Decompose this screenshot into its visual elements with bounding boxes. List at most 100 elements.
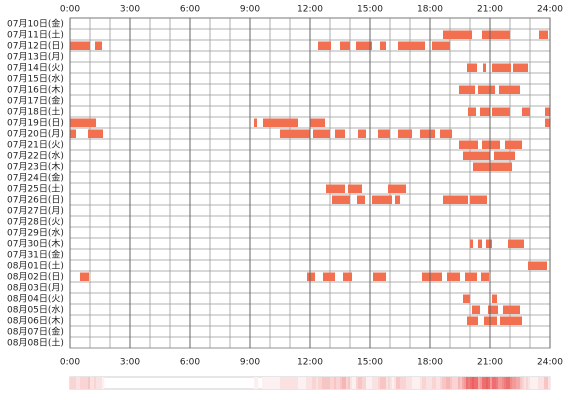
density-cell (404, 377, 407, 389)
density-cell (74, 377, 77, 389)
density-cell (386, 377, 389, 389)
density-cell (426, 377, 429, 389)
row-label: 07月15日(水) (7, 73, 64, 85)
activity-segment (323, 272, 335, 281)
density-cell (300, 377, 303, 389)
density-cell (314, 377, 317, 389)
activity-segment (467, 63, 477, 72)
density-cell (400, 377, 403, 389)
density-cell (294, 377, 297, 389)
density-cell (416, 377, 419, 389)
density-cell (502, 377, 505, 389)
activity-segment (335, 129, 345, 138)
density-cell (438, 377, 441, 389)
density-cell (414, 377, 417, 389)
x-tick-label-top: 21:00 (477, 5, 503, 15)
density-cell (476, 377, 479, 389)
density-cell (340, 377, 343, 389)
density-cell (422, 377, 425, 389)
activity-segment (499, 85, 520, 94)
x-tick-label-bottom: 12:00 (297, 358, 323, 368)
density-cell (380, 377, 383, 389)
density-cell (508, 377, 511, 389)
activity-segment (528, 261, 547, 270)
activity-segment (422, 272, 442, 281)
activity-segment (482, 140, 500, 149)
density-cell (284, 377, 287, 389)
activity-segment (494, 151, 515, 160)
density-cell (276, 377, 279, 389)
activity-segment (358, 129, 366, 138)
row-label: 08月06日(木) (7, 315, 64, 327)
activity-segment (280, 129, 310, 138)
activity-segment (482, 30, 510, 39)
density-cell (524, 377, 527, 389)
density-cell (544, 377, 547, 389)
density-cell (464, 377, 467, 389)
density-cell (344, 377, 347, 389)
x-tick-label-top: 9:00 (240, 5, 260, 15)
density-cell (532, 377, 535, 389)
activity-segment (472, 305, 480, 314)
row-label: 08月07日(金) (7, 326, 64, 338)
activity-segment (372, 195, 392, 204)
density-cell (304, 377, 307, 389)
density-cell (510, 377, 513, 389)
density-cell (546, 377, 549, 389)
activity-segment (486, 239, 492, 248)
activity-segment (395, 195, 400, 204)
density-cell (450, 377, 453, 389)
density-cell (412, 377, 415, 389)
density-cell (102, 377, 105, 389)
activity-segment (500, 316, 522, 325)
density-cell (410, 377, 413, 389)
density-cell (310, 377, 313, 389)
density-cell (440, 377, 443, 389)
density-cell (418, 377, 421, 389)
density-cell (420, 377, 423, 389)
density-cell (430, 377, 433, 389)
density-cell (94, 377, 97, 389)
density-cell (378, 377, 381, 389)
density-cell (484, 377, 487, 389)
row-label: 07月22日(水) (7, 150, 64, 162)
density-cell (398, 377, 401, 389)
density-cell (442, 377, 445, 389)
activity-segment (80, 272, 89, 281)
activity-segment (388, 184, 406, 193)
density-cell (100, 377, 103, 389)
density-cell (370, 377, 373, 389)
density-cell (460, 377, 463, 389)
x-tick-label-top: 3:00 (120, 5, 140, 15)
density-cell (372, 377, 375, 389)
density-cell (320, 377, 323, 389)
density-cell (504, 377, 507, 389)
density-cell (500, 377, 503, 389)
density-cell (302, 377, 305, 389)
activity-segment (513, 63, 528, 72)
density-cell (498, 377, 501, 389)
activity-segment (463, 151, 490, 160)
row-label: 08月02日(日) (7, 272, 64, 283)
density-cell (306, 377, 309, 389)
density-cell (452, 377, 455, 389)
activity-segment (440, 129, 452, 138)
row-label: 07月27日(月) (7, 206, 64, 217)
density-cell (536, 377, 539, 389)
density-cell (332, 377, 335, 389)
density-cell (296, 377, 299, 389)
density-cell (472, 377, 475, 389)
x-tick-label-bottom: 3:00 (120, 358, 140, 368)
activity-segment (483, 63, 486, 72)
x-tick-label-bottom: 0:00 (60, 358, 80, 368)
density-cell (468, 377, 471, 389)
density-cell (456, 377, 459, 389)
row-label: 07月29日(水) (7, 227, 64, 239)
density-cell (342, 377, 345, 389)
density-cell (428, 377, 431, 389)
activity-segment (70, 129, 76, 138)
row-label: 07月31日(金) (7, 249, 64, 261)
density-cell (354, 377, 357, 389)
activity-segment (343, 272, 352, 281)
row-label: 07月19日(日) (7, 118, 64, 129)
